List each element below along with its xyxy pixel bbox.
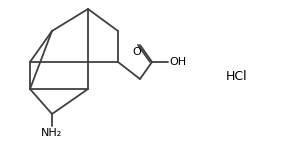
Text: O: O [133, 47, 141, 57]
Text: NH₂: NH₂ [41, 128, 63, 138]
Text: HCl: HCl [226, 70, 248, 83]
Text: OH: OH [169, 57, 186, 67]
